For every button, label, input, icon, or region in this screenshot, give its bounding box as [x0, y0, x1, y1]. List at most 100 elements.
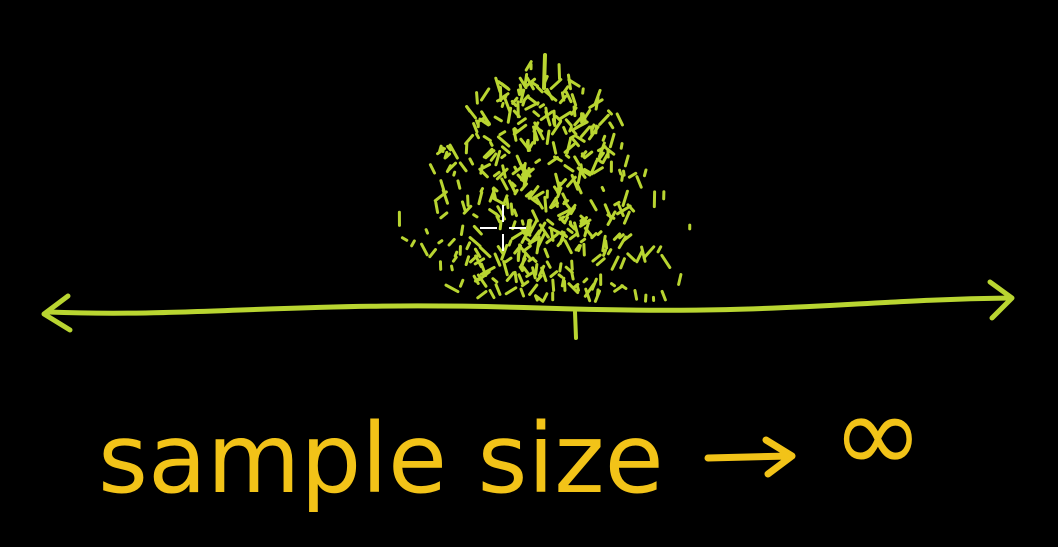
scribble [528, 283, 539, 296]
scribble [469, 254, 479, 264]
scribble [516, 117, 527, 126]
scribble [504, 256, 513, 264]
scribble [545, 129, 551, 146]
scribble [608, 121, 615, 130]
scribble [501, 164, 507, 179]
scribble [578, 218, 592, 228]
scribble [552, 109, 557, 127]
scribble [513, 188, 519, 196]
scribble [493, 115, 503, 123]
scribble [516, 88, 521, 97]
scribble [563, 164, 575, 173]
scribble [529, 235, 541, 244]
scribble [528, 218, 539, 235]
scribble [591, 253, 602, 263]
scribble [587, 125, 600, 141]
scribble [496, 135, 511, 148]
scribble [495, 214, 502, 224]
scribble [529, 80, 540, 88]
scribble [626, 252, 637, 262]
scribble [519, 257, 527, 267]
scribble [619, 142, 624, 150]
scribble [479, 163, 492, 171]
scribble [462, 204, 473, 215]
scribble [492, 170, 501, 178]
scribble [600, 185, 606, 192]
scribble [510, 229, 526, 241]
scribble [475, 119, 480, 127]
scribble [511, 96, 519, 105]
scribble [437, 239, 444, 245]
cursor [480, 205, 526, 251]
scribble [607, 109, 613, 116]
scribble [443, 150, 449, 160]
left-arrowhead [41, 293, 73, 333]
scribble [563, 216, 569, 224]
scribble [677, 273, 683, 286]
scribble [583, 282, 596, 298]
scribble [500, 82, 510, 90]
scribble [472, 224, 483, 236]
scribble [424, 228, 430, 235]
scribble [532, 110, 541, 118]
distribution-scribbles [397, 60, 692, 303]
scribble [507, 239, 513, 247]
scribble [527, 185, 540, 200]
caption-limit: ∞ [832, 370, 924, 498]
scribble [589, 199, 598, 212]
scribble [598, 113, 610, 126]
scribble [590, 123, 596, 132]
scribble [642, 168, 648, 178]
scribble [539, 110, 554, 122]
scribble [478, 245, 492, 259]
scribble [575, 181, 583, 195]
scribble [494, 283, 502, 296]
scribble [491, 277, 499, 284]
scribble [464, 255, 471, 267]
scribble [618, 168, 623, 176]
scribble [531, 266, 537, 280]
scribble [562, 199, 570, 206]
scribble [619, 257, 626, 270]
scribble [536, 232, 546, 249]
scribble [576, 166, 592, 177]
scribble [478, 117, 488, 125]
scribble [534, 158, 542, 164]
scribble [523, 94, 530, 102]
scribble [626, 203, 636, 213]
scribble [450, 264, 454, 272]
scribble [568, 125, 573, 133]
scribble [580, 125, 592, 138]
scribble [400, 236, 409, 242]
scribble [495, 167, 509, 181]
scribble [518, 245, 531, 259]
scribble [660, 289, 667, 302]
scribble [490, 195, 507, 206]
center-tick [573, 310, 578, 340]
scribble [621, 233, 633, 243]
scribble [642, 245, 656, 260]
scribble [540, 266, 548, 283]
scribble [494, 76, 502, 93]
scribble [507, 179, 517, 195]
scribble [570, 93, 578, 107]
scribble [468, 157, 475, 166]
scribble [574, 120, 589, 130]
scribble [410, 239, 416, 248]
scribble [480, 110, 491, 126]
scribble [448, 143, 459, 160]
scribble [601, 152, 609, 165]
scribble [562, 85, 570, 94]
scribble [570, 128, 578, 136]
scribble [574, 134, 586, 143]
number-line [45, 295, 1013, 316]
scribble [518, 76, 528, 90]
scribble [520, 168, 534, 182]
scribble [564, 90, 573, 104]
scribble [573, 155, 581, 167]
scribble [500, 153, 507, 160]
scribble [596, 145, 607, 153]
scribble [510, 181, 517, 188]
scribble [622, 210, 631, 225]
